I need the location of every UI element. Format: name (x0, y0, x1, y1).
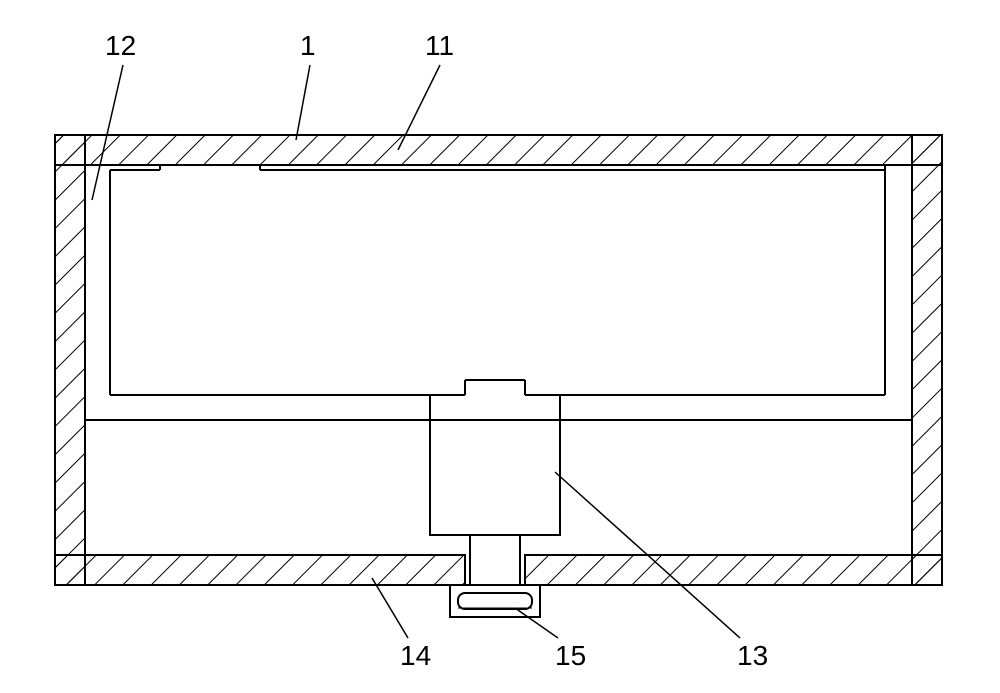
component-15-frame (450, 585, 540, 617)
technical-diagram: 12 1 11 14 15 13 (0, 0, 1000, 693)
component-15-roller (458, 593, 532, 609)
diagram-svg (0, 0, 1000, 693)
outer-top-wall (55, 135, 942, 165)
label-14: 14 (400, 640, 431, 672)
outer-left-wall (55, 135, 85, 585)
leader-15 (515, 608, 558, 638)
outer-right-wall (912, 135, 942, 585)
label-15: 15 (555, 640, 586, 672)
outer-bottom-right-wall (525, 555, 942, 585)
label-12: 12 (105, 30, 136, 62)
leader-12 (92, 65, 123, 200)
label-13: 13 (737, 640, 768, 672)
outer-bottom-left-wall (55, 555, 465, 585)
component-13-body (430, 420, 560, 535)
label-11: 11 (425, 30, 454, 62)
leader-1 (296, 65, 310, 140)
leader-14 (372, 578, 408, 638)
label-1: 1 (300, 30, 316, 62)
